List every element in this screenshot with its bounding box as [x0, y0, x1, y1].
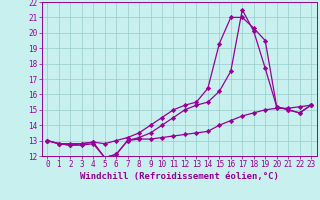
X-axis label: Windchill (Refroidissement éolien,°C): Windchill (Refroidissement éolien,°C): [80, 172, 279, 181]
